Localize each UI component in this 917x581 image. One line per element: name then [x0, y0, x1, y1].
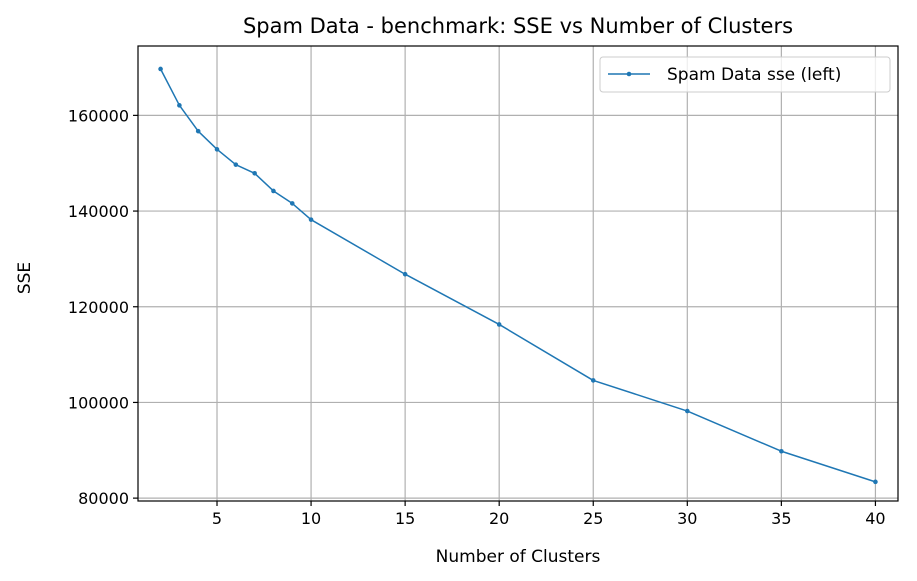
y-axis: 80000 100000 120000 140000 160000 [68, 106, 138, 508]
data-point [158, 66, 163, 72]
x-tick-label: 25 [583, 509, 603, 528]
legend-box [599, 56, 891, 93]
legend-entry-label: Spam Data sse (left) [667, 65, 841, 85]
data-point [289, 201, 295, 206]
data-point [195, 128, 201, 134]
y-axis-label: SSE [15, 262, 35, 294]
data-point [308, 217, 314, 222]
x-tick-label: 40 [865, 509, 885, 528]
data-point [252, 170, 257, 176]
grid-lines [138, 46, 898, 501]
x-axis-label: Number of Clusters [436, 547, 601, 567]
x-tick-label: 5 [212, 509, 222, 528]
y-tick-label: 80000 [78, 489, 129, 508]
y-tick-label: 140000 [68, 202, 129, 221]
x-tick-label: 20 [489, 509, 509, 528]
data-point [214, 147, 220, 152]
data-point [177, 103, 182, 108]
legend-marker-sample [626, 71, 632, 77]
chart-title: Spam Data - benchmark: SSE vs Number of … [243, 14, 793, 38]
plot-area [137, 45, 899, 502]
x-tick-label: 15 [395, 509, 415, 528]
series-line [159, 68, 876, 483]
data-point [685, 408, 690, 414]
legend: Spam Data sse (left) [599, 56, 891, 93]
data-point [496, 322, 502, 327]
data-point [271, 188, 276, 194]
series-group [158, 66, 878, 485]
y-tick-label: 160000 [68, 106, 129, 125]
x-tick-label: 10 [301, 509, 321, 528]
y-tick-label: 100000 [68, 393, 129, 412]
x-axis: 5 10 15 20 25 30 35 40 [212, 501, 886, 528]
y-tick-label: 120000 [68, 298, 129, 317]
x-tick-label: 35 [771, 509, 791, 528]
data-point [779, 448, 784, 454]
data-point [402, 271, 408, 277]
x-tick-label: 30 [677, 509, 697, 528]
data-point [590, 378, 596, 383]
data-point [233, 162, 239, 167]
data-point [873, 479, 878, 485]
